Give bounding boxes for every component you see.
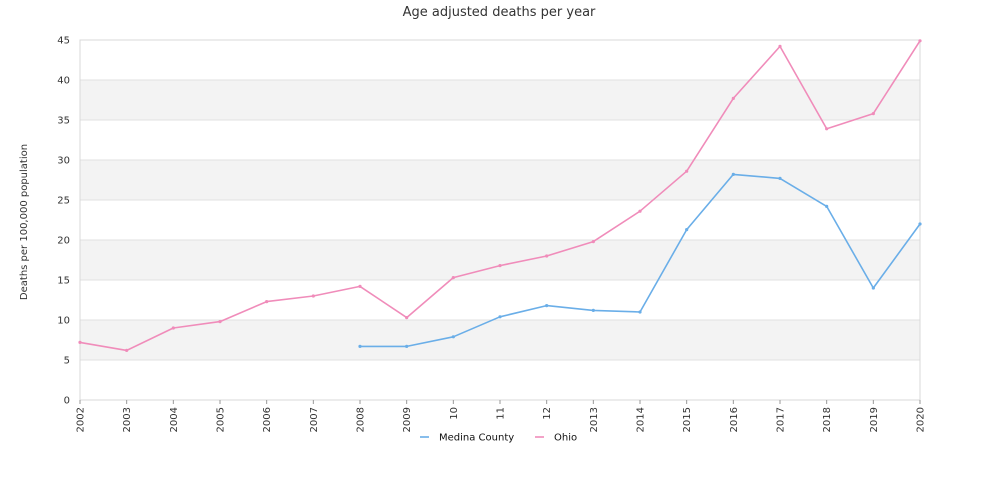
x-tick-label: 10 bbox=[449, 407, 460, 420]
x-tick-label: 2019 bbox=[869, 407, 880, 432]
data-point-ohio[interactable] bbox=[311, 294, 315, 298]
data-point-medina-county[interactable] bbox=[871, 286, 875, 290]
data-point-ohio[interactable] bbox=[405, 316, 409, 320]
data-point-ohio[interactable] bbox=[218, 320, 222, 324]
data-point-ohio[interactable] bbox=[358, 284, 362, 288]
data-point-ohio[interactable] bbox=[778, 44, 782, 49]
x-tick-label: 11 bbox=[496, 407, 507, 420]
data-point-medina-county[interactable] bbox=[638, 310, 642, 314]
data-point-ohio[interactable] bbox=[498, 264, 502, 268]
data-point-ohio[interactable] bbox=[545, 254, 549, 258]
y-tick-label: 35 bbox=[57, 116, 70, 127]
x-tick-label: 2002 bbox=[76, 407, 87, 432]
legend-label: Ohio bbox=[554, 433, 577, 444]
data-point-medina-county[interactable] bbox=[685, 228, 689, 232]
data-point-ohio[interactable] bbox=[265, 300, 269, 304]
y-tick-label: 45 bbox=[57, 36, 70, 47]
data-point-medina-county[interactable] bbox=[591, 308, 595, 312]
x-tick-label: 2007 bbox=[309, 407, 320, 432]
x-tick-label: 2013 bbox=[589, 407, 600, 432]
legend-item-medina-county[interactable]: Medina County bbox=[420, 433, 514, 444]
data-point-ohio[interactable] bbox=[78, 340, 82, 344]
data-point-ohio[interactable] bbox=[591, 240, 595, 244]
data-point-ohio[interactable] bbox=[825, 127, 829, 131]
x-tick-label: 2004 bbox=[169, 407, 180, 432]
x-tick-label: 2017 bbox=[776, 407, 787, 432]
data-point-ohio[interactable] bbox=[125, 348, 129, 352]
chart-title: Age adjusted deaths per year bbox=[403, 5, 596, 20]
data-point-ohio[interactable] bbox=[638, 209, 642, 213]
grid-band bbox=[80, 320, 920, 360]
y-tick-label: 15 bbox=[57, 276, 70, 287]
legend-label: Medina County bbox=[439, 433, 514, 444]
y-axis-title: Deaths per 100,000 population bbox=[19, 144, 30, 300]
x-axis-ticks: 2002 2003 2004 2005 2006 2007 2008 2009 10 11 12 20… bbox=[76, 400, 927, 432]
grid-band bbox=[80, 80, 920, 120]
x-tick-label: 2008 bbox=[356, 407, 367, 432]
legend: Medina County Ohio bbox=[420, 433, 577, 444]
y-axis-ticks: 0 5 10 15 20 25 30 35 40 45 bbox=[57, 36, 70, 407]
grid-band bbox=[80, 160, 920, 200]
x-tick-label: 2014 bbox=[636, 407, 647, 432]
y-tick-label: 0 bbox=[64, 396, 70, 407]
data-point-ohio[interactable] bbox=[731, 96, 735, 100]
y-tick-label: 25 bbox=[57, 196, 70, 207]
data-point-medina-county[interactable] bbox=[918, 222, 922, 226]
x-tick-label: 2015 bbox=[682, 407, 693, 432]
data-point-ohio[interactable] bbox=[451, 276, 455, 280]
x-tick-label: 2006 bbox=[262, 407, 273, 432]
data-point-ohio[interactable] bbox=[918, 39, 922, 43]
data-point-medina-county[interactable] bbox=[545, 304, 549, 308]
data-point-medina-county[interactable] bbox=[731, 172, 735, 176]
series-layer bbox=[78, 39, 922, 352]
y-tick-label: 40 bbox=[57, 76, 70, 87]
data-point-medina-county[interactable] bbox=[778, 176, 782, 180]
x-tick-label: 2018 bbox=[822, 407, 833, 432]
y-tick-label: 5 bbox=[64, 356, 70, 367]
data-point-ohio[interactable] bbox=[685, 169, 689, 173]
data-point-ohio[interactable] bbox=[171, 326, 175, 330]
data-point-medina-county[interactable] bbox=[405, 344, 409, 348]
data-point-ohio[interactable] bbox=[871, 112, 875, 116]
grid-band bbox=[80, 240, 920, 280]
data-point-medina-county[interactable] bbox=[358, 344, 362, 348]
x-tick-label: 12 bbox=[542, 407, 553, 420]
grid-bands bbox=[80, 80, 920, 360]
y-tick-label: 10 bbox=[57, 316, 70, 327]
x-tick-label: 2009 bbox=[402, 407, 413, 432]
data-point-medina-county[interactable] bbox=[498, 315, 502, 319]
x-tick-label: 2003 bbox=[122, 407, 133, 432]
x-tick-label: 2016 bbox=[729, 407, 740, 432]
x-tick-label: 2005 bbox=[216, 407, 227, 432]
y-tick-label: 30 bbox=[57, 156, 70, 167]
data-point-medina-county[interactable] bbox=[451, 335, 455, 339]
legend-item-ohio[interactable]: Ohio bbox=[535, 433, 577, 444]
data-point-medina-county[interactable] bbox=[825, 204, 829, 208]
y-tick-label: 20 bbox=[57, 236, 70, 247]
x-tick-label: 2020 bbox=[916, 407, 927, 432]
